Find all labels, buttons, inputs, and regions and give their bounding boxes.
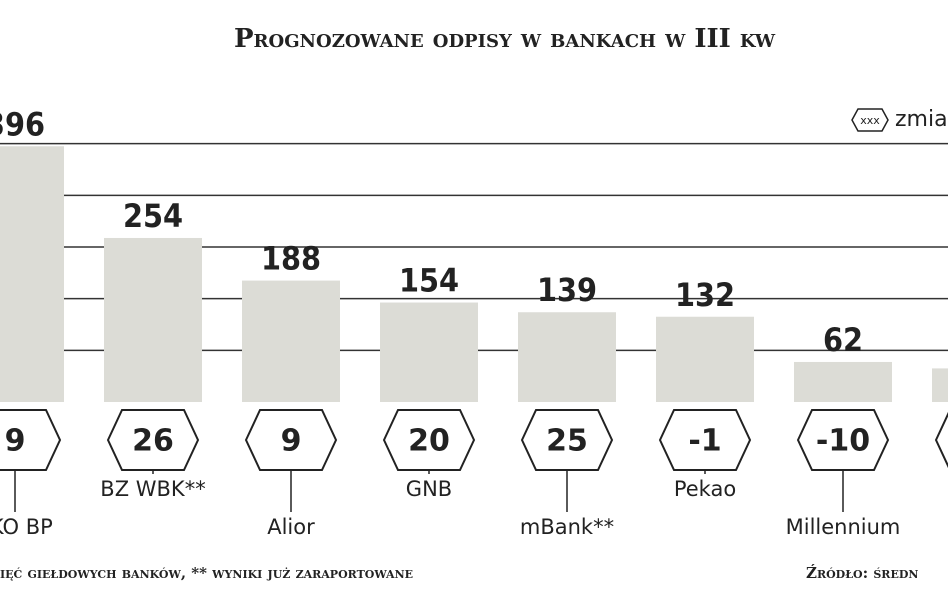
value-label: 188: [261, 240, 321, 278]
change-label: 26: [132, 424, 174, 459]
value-label: 62: [823, 321, 863, 359]
bar: [794, 361, 892, 402]
label-bg: [497, 514, 637, 542]
footnote: ięć giełdowych banków, ** wyniki już zar…: [0, 564, 413, 582]
x-tick-label: PKO BP: [0, 515, 53, 539]
x-tick-label: Alior: [267, 515, 315, 539]
label-bg: [83, 476, 223, 504]
change-badge: [934, 411, 948, 469]
value-label: 132: [675, 276, 735, 314]
change-badge: [796, 409, 890, 471]
chart-title: Prognozowane odpisy w bankach w III kw: [234, 24, 776, 54]
change-badge: [520, 409, 614, 471]
change-label: 25: [546, 424, 588, 459]
label-bg: [221, 514, 361, 542]
bar: [242, 280, 340, 402]
x-tick-label: Millennium: [786, 515, 901, 539]
label-bg: [359, 476, 499, 504]
change-badge: [382, 409, 476, 471]
bar: [656, 316, 754, 402]
x-tick-label: GNB: [406, 477, 452, 501]
legend: xxx zmia: [851, 107, 948, 132]
x-tick-label: mBank**: [520, 515, 614, 539]
x-tick-label: Pekao: [674, 477, 736, 501]
label-bg: [635, 476, 775, 504]
bar: [518, 312, 616, 402]
change-badge: [658, 409, 752, 471]
bar: [932, 368, 948, 402]
value-label: 139: [537, 271, 597, 309]
x-tick-label: BZ WBK**: [100, 477, 205, 501]
legend-symbol-text: xxx: [860, 114, 880, 127]
change-badge: [106, 409, 200, 471]
value-label: 396: [0, 105, 45, 143]
bar: [104, 237, 202, 402]
change-label: -10: [816, 424, 870, 459]
change-badge: [244, 409, 338, 471]
legend-text: zmia: [895, 107, 948, 132]
source: Źródło: średn: [806, 564, 918, 582]
change-label: 9: [5, 424, 26, 459]
bar: [0, 146, 64, 402]
change-label: 9: [281, 424, 302, 459]
label-bg: [773, 514, 913, 542]
change-label: -1: [688, 424, 721, 459]
label-bg: [0, 514, 85, 542]
change-label: 20: [408, 424, 450, 459]
label-bg: [911, 476, 948, 504]
value-label: 254: [123, 197, 183, 235]
bar: [380, 302, 478, 402]
change-badge: [0, 409, 62, 471]
legend-symbol: [851, 108, 889, 132]
value-label: 154: [399, 262, 459, 300]
